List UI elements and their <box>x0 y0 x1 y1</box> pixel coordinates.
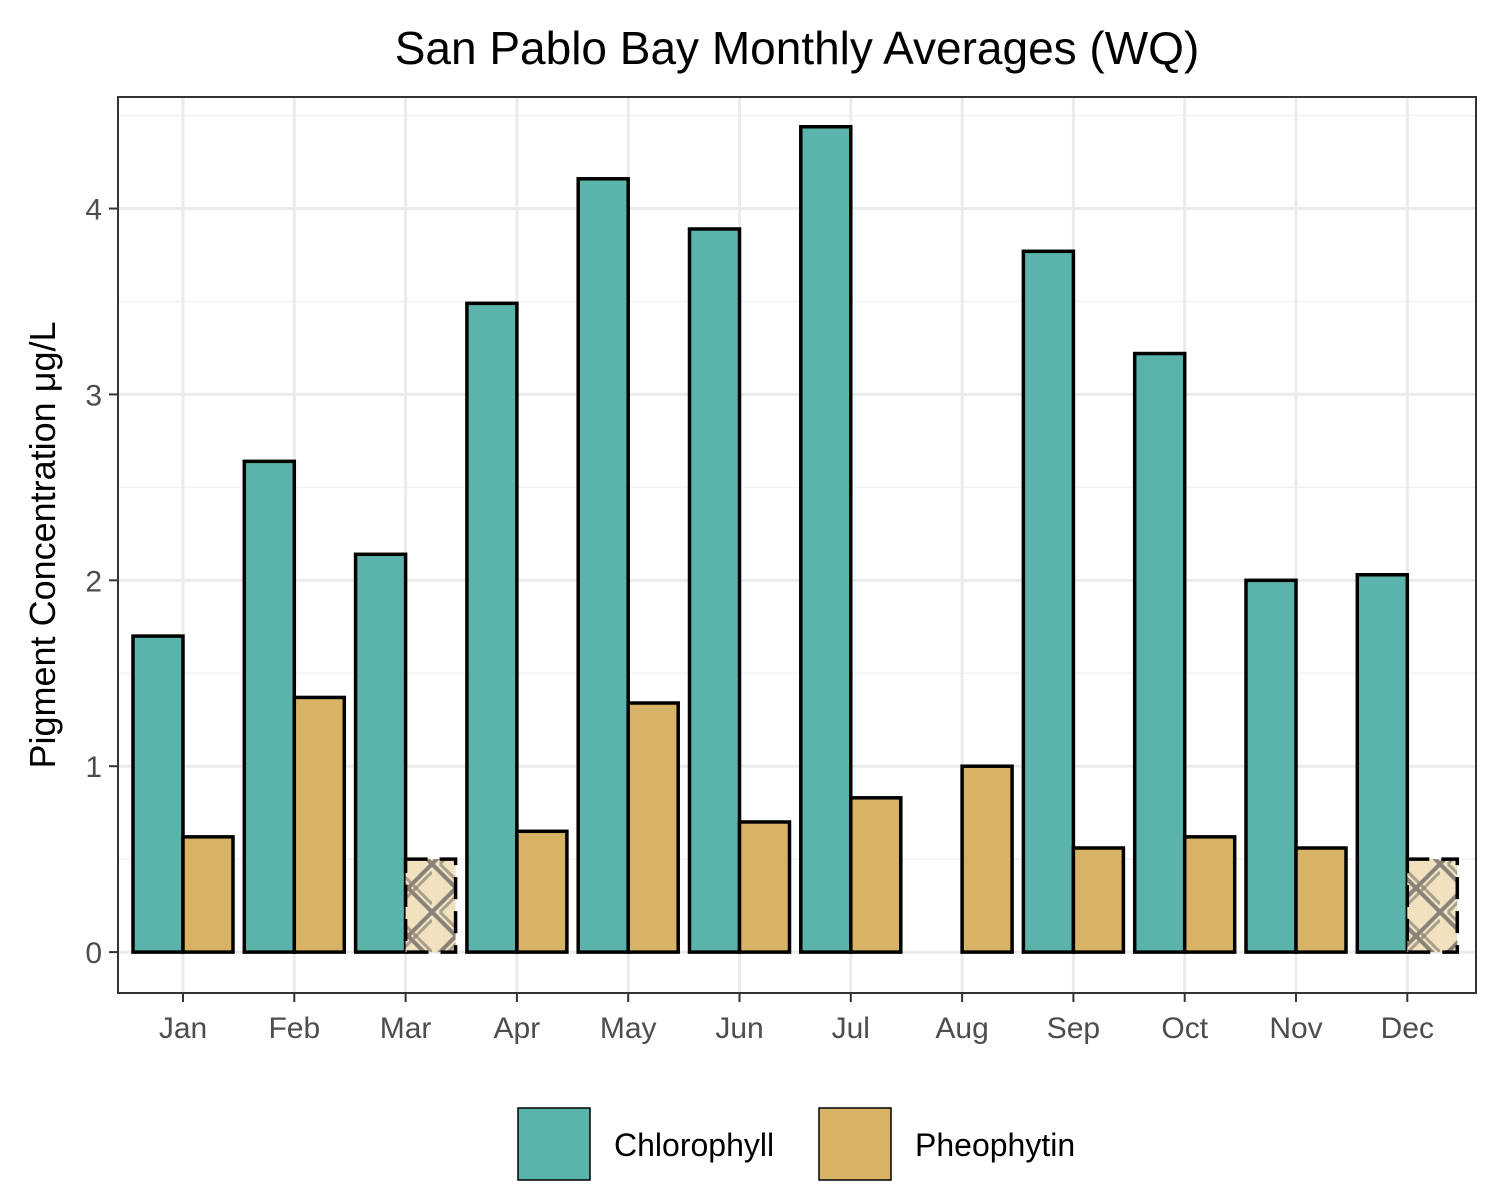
x-tick-label-aug: Aug <box>935 1012 988 1045</box>
bar-pheophytin-dec <box>1405 857 1460 954</box>
bar-chlorophyll-apr <box>465 301 519 954</box>
bar-pheophytin-oct <box>1182 835 1237 954</box>
bar-chlorophyll-mar <box>353 552 408 954</box>
y-tick-label: 3 <box>85 379 102 412</box>
y-tick-label: 0 <box>85 937 102 970</box>
panel-frame <box>117 96 1477 994</box>
legend-key-chlorophyll <box>517 1107 591 1181</box>
x-axis: Jan Feb Mar Apr May Jun Jul Aug Sep Oct Nov Dec <box>159 993 1434 1045</box>
legend-key-pheophytin <box>818 1107 892 1181</box>
bar-chlorophyll-jul <box>799 124 853 954</box>
bar-pheophytin-apr <box>515 829 569 954</box>
legend: Chlorophyll Pheophytin <box>517 1107 1075 1181</box>
legend-label-pheophytin: Pheophytin <box>915 1127 1075 1163</box>
bar-chlorophyll-sep <box>1021 249 1076 954</box>
bar-pheophytin-aug <box>960 764 1014 954</box>
y-tick-label: 4 <box>85 194 102 227</box>
x-tick-label-feb: Feb <box>268 1012 320 1045</box>
x-tick-label-apr: Apr <box>494 1012 541 1045</box>
y-axis-title: Pigment Concentration μg/L <box>22 322 63 769</box>
bar-chlorophyll-dec <box>1355 572 1410 954</box>
bar-chlorophyll-may <box>576 177 630 954</box>
x-tick-label-may: May <box>600 1012 657 1045</box>
legend-label-chlorophyll: Chlorophyll <box>614 1127 774 1163</box>
y-tick-label: 1 <box>85 751 102 784</box>
y-axis: 0 1 2 3 4 <box>85 194 118 970</box>
bar-chlorophyll-oct <box>1132 351 1187 954</box>
bar-pheophytin-jun <box>737 820 792 954</box>
bar-pheophytin-jan <box>181 835 235 954</box>
bar-chlorophyll-jan <box>131 634 185 954</box>
bar-pheophytin-mar <box>403 857 458 954</box>
bar-pheophytin-nov <box>1294 846 1348 954</box>
x-tick-label-jun: Jun <box>715 1012 763 1045</box>
x-tick-label-dec: Dec <box>1381 1012 1434 1045</box>
bar-pheophytin-may <box>626 701 680 954</box>
x-tick-label-oct: Oct <box>1161 1012 1208 1045</box>
x-tick-label-jul: Jul <box>832 1012 870 1045</box>
chart-title: San Pablo Bay Monthly Averages (WQ) <box>395 22 1200 74</box>
x-tick-label-nov: Nov <box>1269 1012 1322 1045</box>
bar-pheophytin-jul <box>849 796 903 954</box>
panel-border <box>117 96 1477 994</box>
bar-pheophytin-sep <box>1071 846 1126 954</box>
y-tick-label: 2 <box>85 565 102 598</box>
x-tick-label-jan: Jan <box>159 1012 207 1045</box>
bar-chlorophyll-nov <box>1244 578 1298 954</box>
bar-pheophytin-feb <box>292 695 347 954</box>
x-tick-label-mar: Mar <box>380 1012 432 1045</box>
x-tick-label-sep: Sep <box>1047 1012 1100 1045</box>
bar-chlorophyll-jun <box>687 227 742 954</box>
bar-group <box>131 124 1460 954</box>
bar-chlorophyll-feb <box>242 459 297 954</box>
